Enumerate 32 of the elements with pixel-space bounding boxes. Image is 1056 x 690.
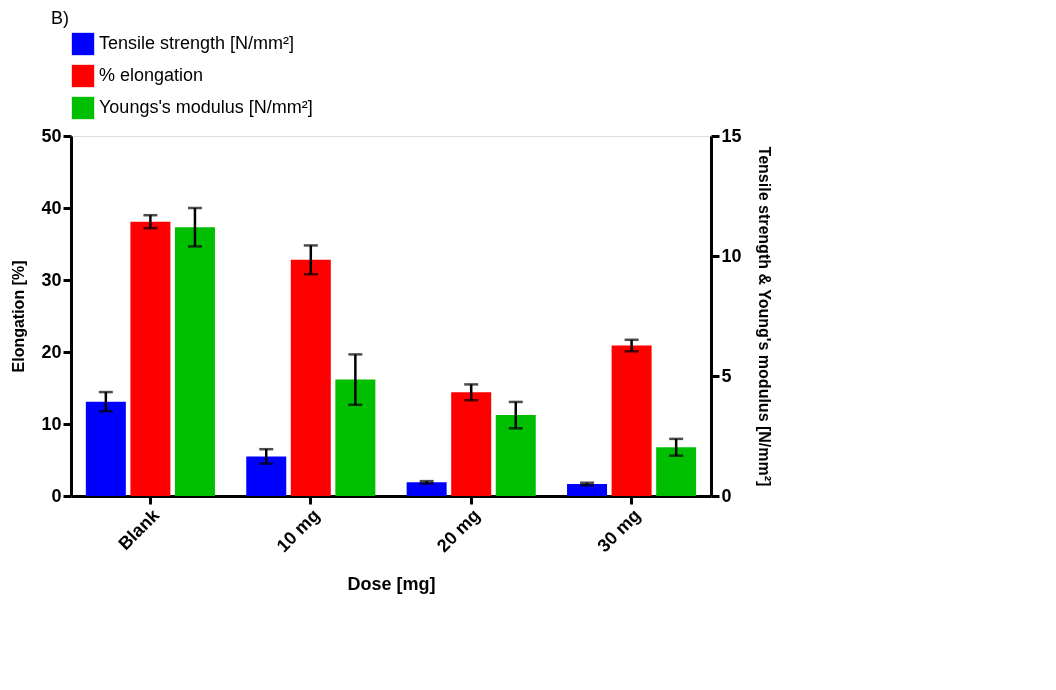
bar xyxy=(567,484,608,496)
x-tick-label: 30 mg xyxy=(593,505,645,557)
y2-tick-label: 15 xyxy=(721,125,742,146)
y-tick-label: 40 xyxy=(41,197,62,218)
bar xyxy=(130,221,171,496)
y2-tick-label: 5 xyxy=(721,365,732,386)
y2-axis-title: Tensile strength & Young's modulus [N/mm²] xyxy=(755,146,773,487)
x-axis-title: Dose [mg] xyxy=(347,574,436,595)
y-tick-label: 0 xyxy=(51,485,62,506)
y-tick-label: 30 xyxy=(41,269,62,290)
bar xyxy=(335,379,376,496)
y-tick-label: 10 xyxy=(41,413,62,434)
bar xyxy=(85,401,126,496)
bar xyxy=(246,456,287,496)
legend-label: Youngs's modulus [N/mm²] xyxy=(99,97,313,117)
bar xyxy=(611,345,652,496)
bar xyxy=(290,259,331,496)
y2-tick-label: 0 xyxy=(721,485,732,506)
chart-title: B) xyxy=(50,8,69,28)
bar xyxy=(406,482,447,496)
x-tick-label: 20 mg xyxy=(432,505,484,557)
bar xyxy=(174,227,215,496)
y-axis-title: Elongation [%] xyxy=(10,260,28,373)
y2-tick-label: 10 xyxy=(721,245,742,266)
legend-label: Tensile strength [N/mm²] xyxy=(99,33,295,53)
legend-label: % elongation xyxy=(99,65,204,85)
y-tick-label: 20 xyxy=(41,341,62,362)
bar xyxy=(656,447,697,496)
y-tick-label: 50 xyxy=(41,125,62,146)
x-tick-label: 10 mg xyxy=(272,505,324,557)
bar xyxy=(451,392,492,496)
bar xyxy=(495,415,536,496)
